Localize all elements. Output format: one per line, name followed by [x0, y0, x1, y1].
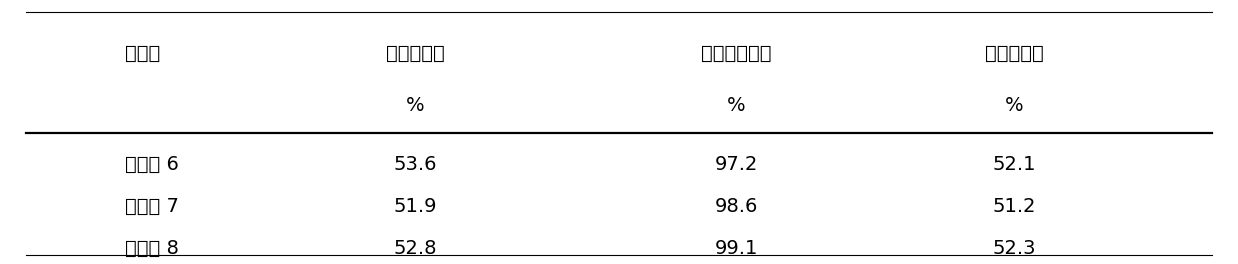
Text: 苯酚转化率: 苯酚转化率 — [386, 44, 444, 63]
Text: 98.6: 98.6 — [714, 197, 758, 216]
Text: 97.2: 97.2 — [714, 155, 758, 174]
Text: 酯交换选择性: 酯交换选择性 — [701, 44, 771, 63]
Text: %: % — [727, 96, 745, 115]
Text: 催化剂 6: 催化剂 6 — [125, 155, 178, 174]
Text: 99.1: 99.1 — [714, 239, 758, 258]
Text: %: % — [406, 96, 425, 115]
Text: 催化剂: 催化剂 — [125, 44, 160, 63]
Text: 53.6: 53.6 — [394, 155, 437, 174]
Text: 52.8: 52.8 — [394, 239, 437, 258]
Text: 52.3: 52.3 — [993, 239, 1036, 258]
Text: 酯交换产率: 酯交换产率 — [985, 44, 1044, 63]
Text: 51.9: 51.9 — [394, 197, 437, 216]
Text: 催化剂 8: 催化剂 8 — [125, 239, 178, 258]
Text: 51.2: 51.2 — [993, 197, 1036, 216]
Text: %: % — [1005, 96, 1024, 115]
Text: 52.1: 52.1 — [993, 155, 1036, 174]
Text: 催化剂 7: 催化剂 7 — [125, 197, 178, 216]
